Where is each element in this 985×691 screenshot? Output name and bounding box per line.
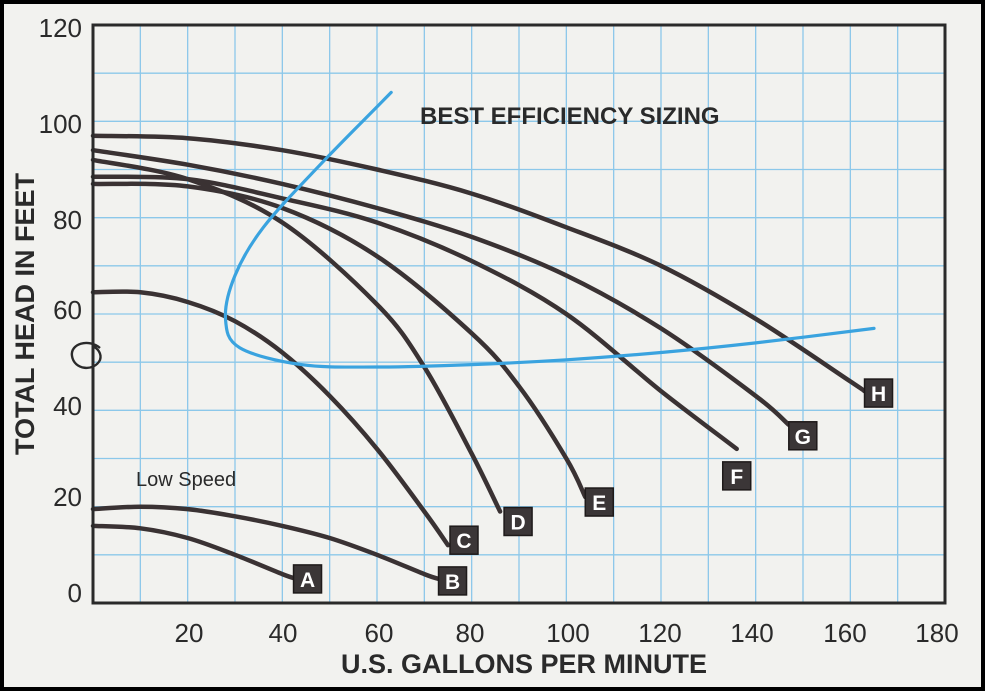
x-tick-label: 40 <box>269 618 298 648</box>
curve-label-text: B <box>445 571 460 594</box>
pump-curve-a <box>90 523 299 582</box>
curve-label-box <box>292 564 323 594</box>
pump-curve-h <box>90 133 867 394</box>
x-tick-label: 60 <box>365 618 394 648</box>
y-tick-label: 0 <box>68 578 82 608</box>
x-tick-label: 160 <box>823 618 866 648</box>
curve-label-box <box>437 566 468 596</box>
pump-curve-f <box>90 174 739 452</box>
curve-label-box <box>788 421 818 451</box>
curve-label-text: D <box>510 511 525 534</box>
curve-label-box <box>503 506 533 537</box>
chart-frame: 0 20 40 60 80 100 120 20 40 60 80 100 12… <box>4 4 981 687</box>
y-tick-labels: 0 20 40 60 80 100 120 <box>39 13 82 608</box>
curve-label-a: A <box>292 564 323 594</box>
curve-label-box <box>863 378 894 408</box>
y-tick-label: 100 <box>39 109 82 139</box>
best-efficiency-annotation: BEST EFFICIENCY SIZING <box>420 103 720 130</box>
x-tick-label: 120 <box>638 618 681 648</box>
x-tick-labels: 20 40 60 80 100 120 140 160 180 <box>175 618 959 648</box>
x-tick-label: 80 <box>456 618 485 648</box>
curve-labels: A BC D E F G H <box>292 378 894 596</box>
pump-curve-e <box>90 181 588 500</box>
curve-label-d: D <box>503 506 533 537</box>
y-tick-label: 60 <box>53 295 82 325</box>
pump-curve-b <box>90 504 441 582</box>
curve-label-e: E <box>584 487 615 517</box>
y-tick-label: 80 <box>53 205 82 235</box>
curve-label-text: G <box>795 426 811 449</box>
curve-label-box <box>721 461 752 491</box>
y-axis-title: TOTAL HEAD IN FEET <box>10 172 40 455</box>
pump-curve-g <box>90 147 792 428</box>
curve-label-box <box>584 487 615 517</box>
curves <box>90 90 876 582</box>
best-efficiency-curve <box>223 90 876 369</box>
x-tick-label: 140 <box>730 618 773 648</box>
pump-performance-chart: 0 20 40 60 80 100 120 20 40 60 80 100 12… <box>10 13 959 679</box>
curve-label-text: E <box>592 492 606 515</box>
curve-label-text: H <box>871 383 886 406</box>
plot-border <box>91 23 947 605</box>
grid <box>93 25 945 603</box>
low-speed-annotation: Low Speed <box>136 469 236 491</box>
y-tick-label: 120 <box>39 13 82 43</box>
hand-drawn-circle-mark <box>70 341 102 369</box>
y-tick-label: 40 <box>53 391 82 421</box>
curve-label-text: F <box>730 466 743 489</box>
curve-label-g: G <box>788 421 818 451</box>
curve-label-text: A <box>300 569 315 592</box>
curve-label-h: H <box>863 378 894 408</box>
curve-label-box <box>449 525 479 555</box>
x-tick-label: 180 <box>915 618 958 648</box>
y-tick-label: 20 <box>53 482 82 512</box>
x-tick-label: 100 <box>546 618 589 648</box>
x-axis-title: U.S. GALLONS PER MINUTE <box>341 649 707 679</box>
pump-curve-c <box>90 289 451 548</box>
curve-label-b: B <box>437 566 468 596</box>
curve-label-f: F <box>721 461 752 491</box>
curve-label-text: C <box>456 530 471 553</box>
x-tick-label: 20 <box>175 618 204 648</box>
curve-label-c: C <box>449 525 479 555</box>
